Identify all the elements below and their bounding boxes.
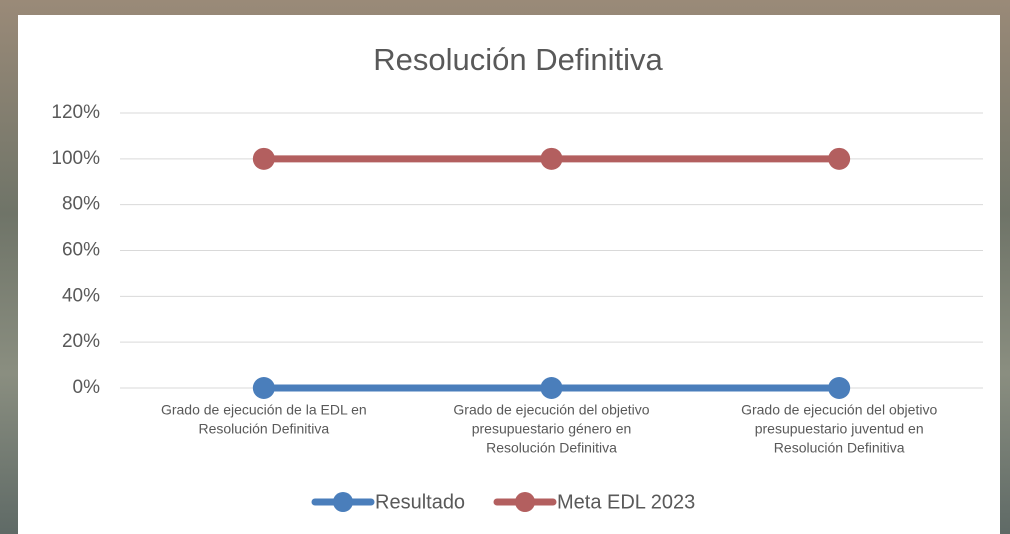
- y-tick-label: 120%: [51, 102, 100, 123]
- legend-label: Resultado: [375, 491, 465, 513]
- y-tick-label: 100%: [51, 148, 100, 169]
- y-tick-label: 0%: [73, 377, 101, 398]
- marker: [252, 147, 275, 170]
- x-tick-label: Resolución Definitiva: [774, 440, 905, 456]
- y-tick-label: 60%: [62, 240, 100, 261]
- y-tick-label: 80%: [62, 194, 100, 215]
- x-tick-label: presupuestario género en: [472, 421, 632, 437]
- legend-label: Meta EDL 2023: [557, 491, 695, 513]
- y-tick-label: 40%: [62, 285, 100, 306]
- marker: [252, 377, 275, 399]
- y-tick-label: 20%: [62, 331, 100, 352]
- marker: [828, 147, 851, 170]
- x-tick-label: Resolución Definitiva: [198, 421, 329, 437]
- x-tick-label: Grado de ejecución de la EDL en: [161, 402, 367, 418]
- legend-marker: [515, 492, 535, 512]
- marker: [540, 377, 563, 399]
- marker: [540, 147, 563, 170]
- x-tick-label: Resolución Definitiva: [486, 440, 617, 456]
- chart-title: Resolución Definitiva: [373, 42, 663, 77]
- x-tick-label: Grado de ejecución del objetivo: [741, 402, 937, 418]
- x-tick-label: presupuestario juventud en: [755, 421, 924, 437]
- marker: [828, 377, 851, 399]
- x-tick-label: Grado de ejecución del objetivo: [453, 402, 649, 418]
- legend-marker: [333, 492, 353, 512]
- chart-panel: [18, 15, 1000, 534]
